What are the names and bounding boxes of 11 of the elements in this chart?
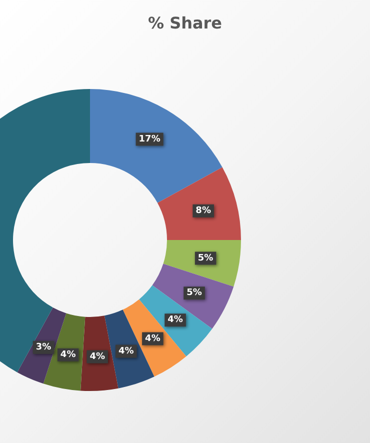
data-label: 4% <box>168 315 183 326</box>
data-label: 3% <box>36 342 52 352</box>
data-label: 4% <box>90 352 105 362</box>
chart-title: % Share <box>148 14 222 32</box>
data-label: 8% <box>196 206 211 216</box>
data-label: 17% <box>138 134 160 144</box>
data-label: 5% <box>198 253 214 264</box>
data-label: 4% <box>118 346 134 356</box>
data-label: 4% <box>145 334 160 344</box>
data-label: 5% <box>186 288 202 298</box>
data-label: 4% <box>60 350 76 360</box>
